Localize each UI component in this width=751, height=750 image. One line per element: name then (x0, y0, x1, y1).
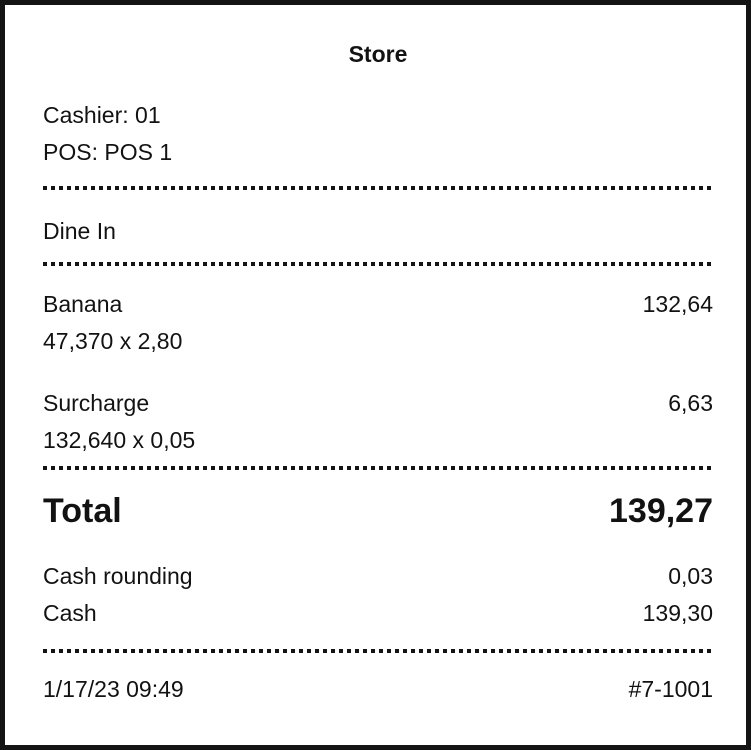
item-qty-line: 132,640 x 0,05 (43, 427, 196, 453)
payments-list: Cash rounding 0,03 Cash 139,30 (43, 558, 713, 632)
total-amount: 139,27 (609, 492, 713, 530)
cashier-line: Cashier: 01 (43, 102, 161, 128)
total-label: Total (43, 492, 122, 530)
payment-amount: 139,30 (642, 600, 713, 626)
line-item: Surcharge 6,63 132,640 x 0,05 (43, 385, 713, 459)
item-amount: 132,64 (642, 291, 713, 317)
payment-row: Cash rounding 0,03 (43, 558, 713, 595)
footer-receipt-number: #7-1001 (628, 676, 713, 702)
footer-datetime: 1/17/23 09:49 (43, 676, 184, 702)
item-amount: 6,63 (668, 390, 713, 416)
line-item: Banana 132,64 47,370 x 2,80 (43, 286, 713, 360)
payment-label: Cash rounding (43, 563, 193, 589)
dotted-divider (43, 466, 713, 470)
total-row: Total 139,27 (43, 488, 713, 534)
item-name: Surcharge (43, 390, 150, 416)
register-info: Cashier: 01 POS: POS 1 (43, 97, 713, 171)
receipt-footer: 1/17/23 09:49 #7-1001 (43, 671, 713, 708)
payment-row: Cash 139,30 (43, 595, 713, 632)
order-type: Dine In (43, 218, 116, 244)
payment-amount: 0,03 (668, 563, 713, 589)
payment-label: Cash (43, 600, 97, 626)
items-list: Banana 132,64 47,370 x 2,80 Surcharge 6,… (43, 286, 713, 459)
pos-line: POS: POS 1 (43, 139, 173, 165)
item-name: Banana (43, 291, 123, 317)
dotted-divider (43, 262, 713, 266)
item-qty-line: 47,370 x 2,80 (43, 328, 183, 354)
dotted-divider (43, 649, 713, 653)
dotted-divider (43, 186, 713, 190)
store-name: Store (348, 41, 408, 67)
